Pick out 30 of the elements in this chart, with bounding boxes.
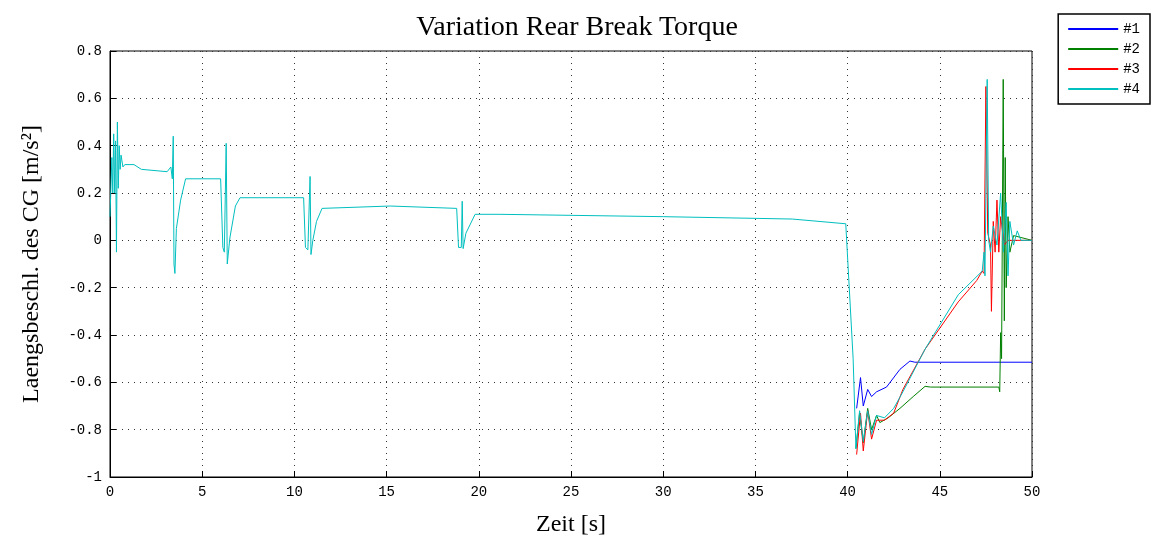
x-tick-label: 25 (562, 484, 580, 500)
x-axis-title: Zeit [s] (536, 510, 606, 536)
legend-label: #1 (1123, 21, 1141, 37)
x-tick-label: 50 (1023, 484, 1041, 500)
x-tick-label: 35 (746, 484, 764, 500)
y-tick-label: 0.6 (76, 90, 102, 107)
line-series (856, 360, 1033, 409)
y-tick-label: -0.2 (68, 279, 102, 296)
y-axis-title: Laengsbeschl. des CG [m/s²] (17, 125, 43, 403)
x-tick-label: 0 (105, 484, 115, 500)
y-tick-label: -0.6 (68, 374, 102, 391)
chart-title: Variation Rear Break Torque (416, 9, 738, 41)
y-tick-label: 0.2 (76, 185, 102, 201)
x-tick-label: 10 (285, 484, 303, 500)
x-tick-label: 40 (839, 484, 857, 500)
legend-label: #4 (1123, 81, 1141, 97)
x-tick-label: 5 (198, 484, 207, 500)
x-tick-label: 15 (378, 484, 396, 500)
y-tick-label: 0.4 (76, 137, 102, 154)
y-tick-label: 0 (93, 232, 102, 249)
y-tick-label: 0.8 (76, 43, 102, 59)
y-tick-label: -0.8 (68, 421, 102, 438)
legend-label: #2 (1123, 41, 1141, 57)
y-tick-label: -1 (85, 469, 102, 485)
x-tick-label: 30 (654, 484, 672, 500)
x-tick-label: 45 (931, 484, 949, 500)
legend-label: #3 (1123, 61, 1141, 77)
y-tick-label: -0.4 (68, 327, 102, 343)
line-series (109, 78, 1033, 450)
x-tick-label: 20 (470, 484, 488, 500)
